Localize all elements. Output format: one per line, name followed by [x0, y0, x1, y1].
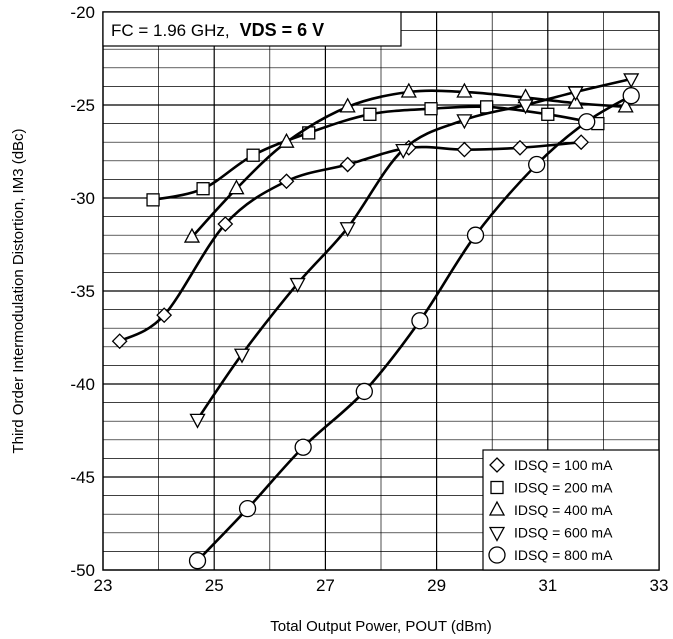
conditions-annotation: FC = 1.96 GHz, VDS = 6 V — [102, 11, 402, 47]
circle-marker — [528, 155, 546, 174]
triangle-up-marker — [278, 132, 295, 148]
annotation-drain-voltage: VDS = 6 V — [240, 20, 325, 40]
series-triangle-up — [183, 82, 634, 243]
legend-label: IDSQ = 200 mA — [514, 480, 613, 496]
annotation-frequency: FC = 1.96 GHz, — [111, 21, 230, 40]
diamond-marker — [217, 216, 234, 232]
x-tick-label: 33 — [650, 576, 669, 595]
triangle-down-marker — [395, 143, 412, 160]
legend-label: IDSQ = 600 mA — [514, 525, 613, 541]
triangle-up-marker — [400, 82, 417, 98]
square-marker — [363, 107, 377, 121]
x-tick-label: 25 — [205, 576, 224, 595]
square-marker — [424, 102, 438, 116]
diamond-marker — [278, 173, 295, 190]
square-marker — [246, 148, 260, 162]
diamond-marker — [111, 333, 128, 350]
triangle-up-marker — [617, 97, 634, 113]
y-tick-label: -40 — [70, 375, 95, 394]
y-tick-label: -20 — [70, 3, 95, 22]
series-square — [146, 100, 605, 207]
series-line — [119, 140, 582, 343]
legend-triangle-down-icon — [488, 526, 506, 542]
triangle-down-marker — [567, 86, 584, 102]
triangle-down-marker — [189, 413, 206, 429]
circle-marker — [578, 113, 596, 131]
legend-triangle-up-icon — [488, 500, 506, 516]
series-line — [196, 77, 632, 421]
triangle-down-marker — [517, 99, 534, 115]
series-circle — [188, 87, 640, 570]
triangle-up-marker — [339, 97, 356, 113]
legend: IDSQ = 100 mA IDSQ = 200 mA IDSQ = 400 mA I… — [482, 449, 660, 571]
legend-label: IDSQ = 100 mA — [514, 457, 613, 473]
y-tick-label: -25 — [70, 96, 95, 115]
axis-tick-labels: 23 25 27 29 31 33 -20 -25 -30 -35 -40 -45 -50 — [70, 3, 668, 595]
square-marker — [196, 182, 210, 196]
circle-marker — [294, 438, 312, 456]
triangle-down-marker — [339, 222, 356, 238]
x-tick-label: 23 — [94, 576, 113, 595]
annotation-text: FC = 1.96 GHz, VDS = 6 V — [111, 20, 324, 40]
y-tick-label: -50 — [70, 561, 95, 580]
diamond-marker — [339, 156, 356, 173]
y-tick-label: -45 — [70, 468, 95, 487]
triangle-down-marker — [289, 277, 306, 293]
diamond-marker — [512, 139, 528, 156]
y-axis-title: Third Order Intermodulation Distortion, … — [10, 128, 27, 453]
circle-marker — [188, 552, 207, 570]
circle-marker — [622, 87, 640, 105]
circle-marker — [466, 226, 485, 244]
y-tick-label: -30 — [70, 189, 95, 208]
square-marker — [479, 100, 494, 114]
triangle-up-marker — [567, 93, 584, 109]
circle-marker — [238, 499, 257, 518]
x-axis-title: Total Output Power, POUT (dBm) — [270, 618, 491, 635]
square-marker — [541, 107, 555, 121]
legend-diamond-icon — [489, 457, 505, 473]
legend-label: IDSQ = 400 mA — [514, 502, 613, 518]
triangle-down-marker — [456, 114, 473, 130]
diamond-marker — [456, 141, 473, 158]
legend-square-icon — [490, 480, 504, 495]
triangle-down-marker — [233, 348, 251, 364]
circle-marker — [411, 312, 429, 330]
triangle-down-marker — [623, 73, 640, 89]
diamond-marker — [573, 134, 590, 151]
legend-circle-icon — [488, 546, 506, 564]
annotation-box — [102, 11, 402, 47]
legend-box — [482, 449, 660, 571]
series-triangle-down — [189, 73, 640, 429]
y-tick-label: -35 — [70, 282, 95, 301]
triangle-up-marker — [228, 179, 245, 195]
triangle-up-marker — [456, 82, 473, 98]
series-diamond — [111, 134, 590, 350]
x-tick-label: 29 — [427, 576, 446, 595]
square-marker — [146, 193, 160, 207]
x-tick-label: 31 — [538, 576, 557, 595]
x-tick-label: 27 — [316, 576, 335, 595]
data-series — [111, 73, 640, 570]
legend-label: IDSQ = 800 mA — [514, 547, 613, 563]
diamond-marker — [156, 307, 173, 324]
triangle-up-marker — [183, 227, 201, 243]
circle-marker — [355, 382, 373, 401]
